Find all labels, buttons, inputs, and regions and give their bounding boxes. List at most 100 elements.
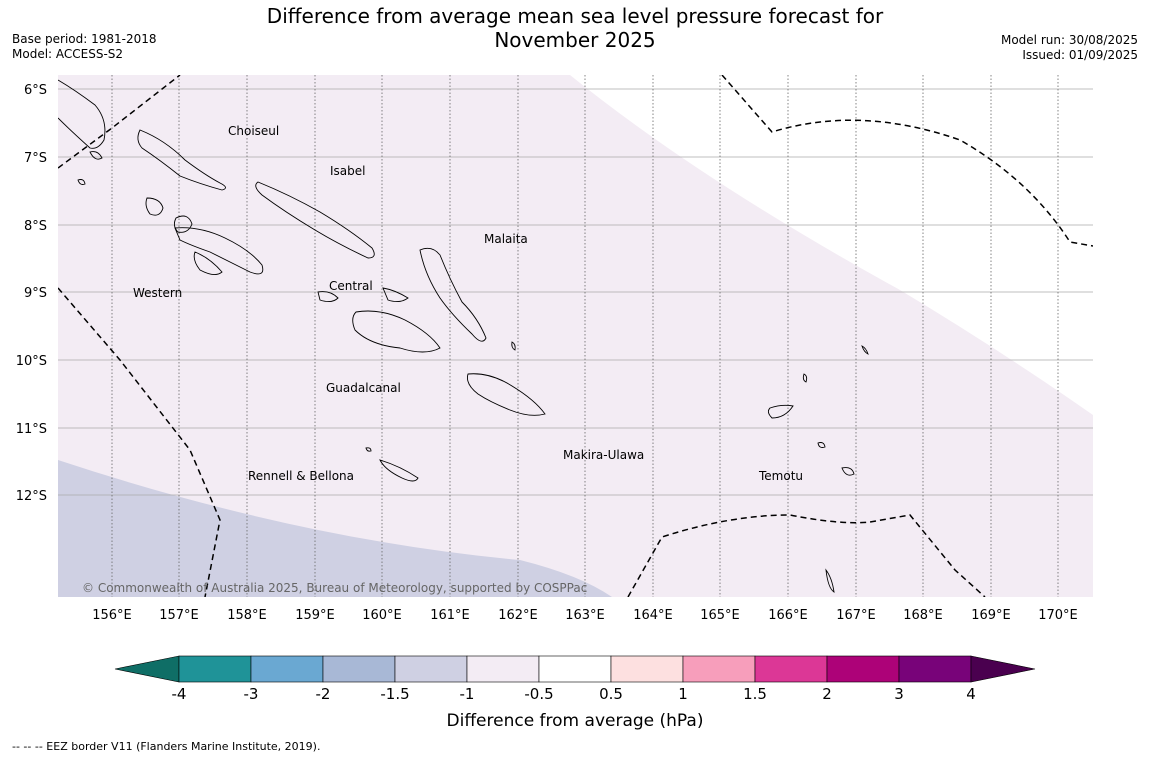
colorbar-tick-label: -0.5 <box>524 685 553 703</box>
lat-label-8s: 8°S <box>24 219 47 234</box>
lon-label-164e: 164°E <box>633 608 673 623</box>
latitude-gridlines <box>58 88 1093 496</box>
region-label-malaita: Malaita <box>484 232 528 246</box>
lon-label-161e: 161°E <box>430 608 470 623</box>
colorbar-extend-low <box>114 655 180 683</box>
eez-border-southeast <box>627 514 986 597</box>
base-period-text: Base period: 1981-2018 <box>12 32 157 46</box>
rennell-island <box>379 459 419 482</box>
lon-label-167e: 167°E <box>836 608 876 623</box>
colorbar <box>114 655 1036 683</box>
anomaly-band-light-lilac <box>58 75 1093 597</box>
rendova-island <box>193 251 223 275</box>
lon-label-157e: 157°E <box>159 608 199 623</box>
lat-label-12s: 12°S <box>16 489 47 504</box>
duff-islands <box>861 345 869 355</box>
colorbar-tick-label: -1.5 <box>380 685 409 703</box>
lat-label-11s: 11°S <box>16 422 47 437</box>
lon-label-166e: 166°E <box>768 608 808 623</box>
title-line-1: Difference from average mean sea level p… <box>266 4 884 28</box>
lon-label-156e: 156°E <box>92 608 132 623</box>
bellona-island <box>365 447 372 452</box>
region-label-central: Central <box>329 279 373 293</box>
eez-footnote: -- -- -- EEZ border V11 (Flanders Marine… <box>12 740 321 753</box>
model-run-text: Model run: 30/08/2025 <box>1000 33 1138 47</box>
colorbar-tick-label: -4 <box>172 685 187 703</box>
region-label-guadalcanal: Guadalcanal <box>326 381 401 395</box>
colorbar-segment <box>178 655 252 683</box>
shortland-islands <box>89 151 103 160</box>
malaita-island <box>419 247 487 342</box>
guadalcanal-island <box>352 310 441 353</box>
region-label-rennell-bellona: Rennell & Bellona <box>248 469 354 483</box>
lon-label-159e: 159°E <box>295 608 335 623</box>
lon-label-168e: 168°E <box>903 608 943 623</box>
kolombangara-island <box>173 215 193 233</box>
colorbar-tick-label: 4 <box>966 685 976 703</box>
colorbar-tick-label: 1.5 <box>743 685 767 703</box>
anomaly-band-lilac-grey <box>58 460 612 597</box>
colorbar-segment <box>610 655 684 683</box>
vanikoro-island <box>841 467 855 476</box>
colorbar-segment <box>394 655 468 683</box>
choiseul-island <box>137 129 226 191</box>
lat-label-7s: 7°S <box>24 151 47 166</box>
russell-islands <box>382 287 409 303</box>
lon-label-162e: 162°E <box>498 608 538 623</box>
region-label-temotu: Temotu <box>758 469 803 483</box>
region-label-western: Western <box>133 286 182 300</box>
colorbar-segment <box>826 655 900 683</box>
colorbar-segment <box>682 655 756 683</box>
colorbar-segment <box>754 655 828 683</box>
longitude-gridlines <box>111 75 1059 597</box>
colorbar-extend-high <box>970 655 1036 683</box>
lat-label-6s: 6°S <box>24 83 47 98</box>
colorbar-tick-label: -3 <box>244 685 259 703</box>
treasury-islands <box>77 179 86 185</box>
region-label-choiseul: Choiseul <box>228 124 279 138</box>
colorbar-segment <box>250 655 324 683</box>
longitude-labels: 156°E 157°E 158°E 159°E 160°E 161°E 162°… <box>92 608 1078 623</box>
lon-label-165e: 165°E <box>700 608 740 623</box>
tikopia-island <box>825 568 835 593</box>
eez-borders <box>58 75 1093 597</box>
region-label-isabel: Isabel <box>330 164 365 178</box>
island-coastlines <box>58 79 869 593</box>
colorbar-segment <box>466 655 540 683</box>
utupua-island <box>817 442 826 448</box>
issued-text: Issued: 01/09/2025 <box>1022 48 1138 62</box>
region-label-makira-ulawa: Makira-Ulawa <box>563 448 644 462</box>
title-line-2: November 2025 <box>494 28 656 52</box>
colorbar-tick-labels: -4 -3 -2 -1.5 -1 -0.5 0.5 1 1.5 2 3 4 <box>172 685 976 703</box>
colorbar-tick-label: 0.5 <box>599 685 623 703</box>
lat-label-10s: 10°S <box>16 354 47 369</box>
isabel-island <box>255 181 375 259</box>
colorbar-segment <box>322 655 396 683</box>
colorbar-tick-label: 2 <box>822 685 832 703</box>
lat-label-9s: 9°S <box>24 286 47 301</box>
lon-label-158e: 158°E <box>227 608 267 623</box>
copyright-text: © Commonwealth of Australia 2025, Bureau… <box>82 581 587 595</box>
ulawa-island <box>511 341 516 351</box>
metadata-left: Base period: 1981-2018 Model: ACCESS-S2 <box>12 32 157 62</box>
bougainville-coast <box>58 79 106 149</box>
makira-island <box>467 373 546 416</box>
latitude-labels: 6°S 7°S 8°S 9°S 10°S 11°S 12°S <box>16 83 47 504</box>
colorbar-tick-label: 1 <box>678 685 688 703</box>
new-georgia-island <box>174 227 264 275</box>
colorbar-segment <box>538 655 612 683</box>
lon-label-160e: 160°E <box>362 608 402 623</box>
lon-label-169e: 169°E <box>971 608 1011 623</box>
florida-islands <box>317 291 339 303</box>
eez-border-northwest <box>58 75 181 169</box>
santa-cruz-island <box>767 404 794 419</box>
colorbar-tick-label: -1 <box>460 685 475 703</box>
colorbar-tick-label: -2 <box>316 685 331 703</box>
reef-islands <box>802 373 808 383</box>
eez-border-northeast <box>721 75 1093 247</box>
map-title: Difference from average mean sea level p… <box>0 4 1150 52</box>
metadata-right: Model run: 30/08/2025 Issued: 01/09/2025 <box>1001 33 1138 63</box>
colorbar-segment <box>898 655 972 683</box>
colorbar-title: Difference from average (hPa) <box>447 711 704 731</box>
